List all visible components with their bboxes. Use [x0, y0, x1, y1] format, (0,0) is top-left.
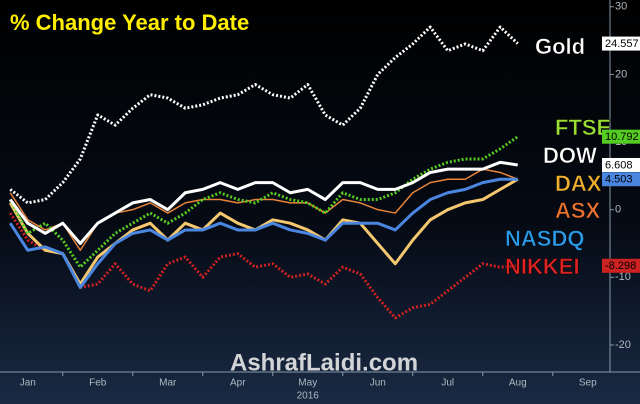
- value-tag-label: 24.557: [605, 38, 639, 50]
- x-axis-year: 2016: [297, 391, 320, 402]
- x-tick-label: Jan: [20, 378, 36, 389]
- legend-label: NASDQ: [505, 226, 584, 251]
- legend-label: Gold: [535, 34, 585, 59]
- y-tick-label: 30: [615, 1, 627, 13]
- y-tick-label: -20: [615, 339, 631, 351]
- series-line: [8, 177, 518, 289]
- x-tick-label: Feb: [89, 378, 107, 389]
- series-line: [9, 25, 519, 205]
- value-tag-label: 6.608: [605, 159, 633, 171]
- value-tag-label: -8.298: [605, 260, 636, 272]
- value-tag-label: 4.503: [605, 174, 633, 186]
- x-tick-label: May: [298, 378, 317, 389]
- y-tick-label: 0: [615, 204, 621, 216]
- plot-area: [8, 25, 519, 320]
- x-tick-label: Jul: [441, 378, 454, 389]
- x-tick-label: Apr: [230, 378, 246, 389]
- value-tag: [602, 36, 640, 51]
- legend-label: FTSE: [555, 115, 611, 140]
- legend-label: ASX: [555, 198, 601, 223]
- x-tick-label: Sep: [579, 378, 597, 389]
- value-tag: [602, 258, 640, 273]
- value-tag-label: 10.792: [605, 131, 639, 143]
- legend-label: DAX: [555, 171, 602, 196]
- series-line: [8, 135, 519, 269]
- value-tag: [602, 129, 640, 144]
- x-tick-label: Jun: [370, 378, 386, 389]
- chart-title: % Change Year to Date: [10, 10, 249, 35]
- y-tick-label: 20: [615, 68, 627, 80]
- value-tag: [602, 172, 640, 187]
- legend-label: DOW: [543, 143, 597, 168]
- legend-label: NIKKEI: [505, 254, 580, 279]
- value-tag: [602, 157, 640, 172]
- series-line: [8, 177, 519, 286]
- y-tick-label: -10: [615, 271, 631, 283]
- x-tick-label: Mar: [159, 378, 177, 389]
- series-line: [9, 160, 518, 245]
- x-tick-label: Aug: [509, 378, 527, 389]
